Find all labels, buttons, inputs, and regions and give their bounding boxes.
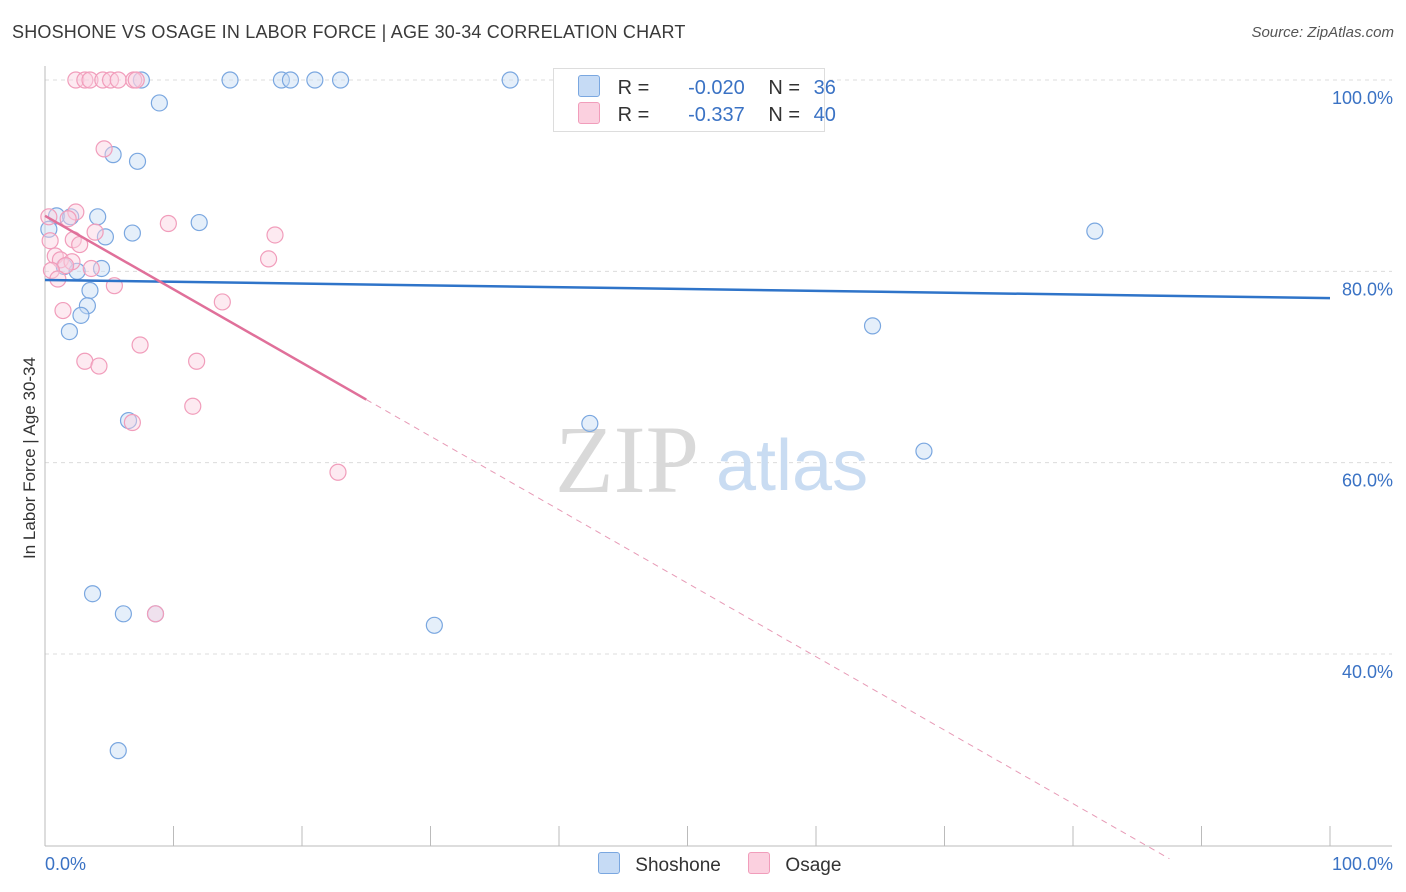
osage-point — [42, 261, 61, 279]
x-tick-label: 0.0% — [45, 854, 86, 874]
osage-point — [123, 413, 141, 432]
osage-point — [188, 352, 206, 370]
osage-point — [67, 71, 85, 89]
shoshone-point — [1086, 222, 1104, 240]
osage-point — [86, 223, 104, 241]
legend-label-osage: Osage — [785, 855, 842, 876]
osage-point — [76, 71, 94, 89]
shoshone-point — [128, 152, 147, 170]
watermark-zip: ZIP — [555, 406, 699, 513]
osage-point — [81, 71, 99, 89]
y-tick-label: 80.0% — [1342, 279, 1393, 299]
shoshone-point — [109, 742, 127, 760]
shoshone-trend-line — [44, 278, 1331, 300]
shoshone-point — [123, 224, 141, 242]
series-legend: Shoshone Osage — [598, 852, 863, 877]
shoshone-point — [281, 71, 300, 89]
stats-legend: R = -0.020 N = 36 R = -0.337 N = 40 — [553, 68, 836, 132]
shoshone-point — [62, 208, 80, 226]
shoshone-point — [863, 317, 882, 335]
shoshone-point — [60, 323, 79, 341]
axes — [44, 66, 1392, 847]
shoshone-point — [114, 605, 132, 623]
r-value: -0.020 — [688, 77, 745, 99]
trend-lines — [44, 214, 1331, 860]
legend-row-shoshone: R = -0.020 N = 36 — [578, 75, 836, 99]
osage-point — [131, 336, 149, 354]
osage-point — [159, 214, 177, 233]
osage-point — [127, 71, 145, 89]
y-tick-label: 40.0% — [1342, 662, 1393, 682]
watermark-atlas: atlas — [716, 426, 868, 506]
osage-point — [184, 397, 202, 415]
shoshone-point — [306, 71, 324, 89]
osage-point — [266, 226, 284, 244]
source-credit: Source: ZipAtlas.com — [1251, 24, 1394, 41]
y-tick-label: 60.0% — [1342, 471, 1393, 491]
shoshone-point — [221, 71, 239, 89]
osage-point — [90, 357, 108, 375]
legend-row-osage: R = -0.337 N = 40 — [578, 102, 836, 126]
osage-point — [59, 210, 77, 228]
shoshone-point — [104, 146, 122, 164]
shoshone-point — [96, 228, 114, 246]
shoshone-point — [915, 442, 933, 460]
osage-point — [213, 293, 231, 311]
n-value: 40 — [813, 104, 836, 126]
shoshone-point — [425, 616, 443, 634]
n-label: N = — [768, 104, 801, 126]
legend-item-shoshone[interactable]: Shoshone — [598, 852, 721, 877]
shoshone-point — [272, 71, 291, 89]
x-tick-label: 100.0% — [1332, 854, 1393, 874]
osage-point — [259, 250, 278, 268]
r-label: R = — [617, 77, 650, 99]
shoshone-swatch — [598, 852, 620, 874]
osage-trend-line — [44, 214, 367, 401]
r-label: R = — [617, 104, 650, 126]
shoshone-point — [581, 414, 599, 433]
legend-label-shoshone: Shoshone — [635, 855, 721, 876]
shoshone-point — [81, 281, 99, 300]
r-value: -0.337 — [688, 104, 745, 126]
chart-title: SHOSHONE VS OSAGE IN LABOR FORCE | AGE 3… — [12, 22, 686, 42]
osage-trend-extension — [366, 399, 1170, 860]
osage-point — [95, 140, 113, 158]
legend-item-osage[interactable]: Osage — [748, 852, 841, 877]
shoshone-point — [78, 297, 97, 315]
shoshone-point — [89, 208, 107, 226]
osage-point — [54, 301, 72, 320]
osage-point — [82, 259, 100, 278]
gridlines — [45, 79, 1392, 655]
osage-swatch — [578, 102, 600, 124]
n-value: 36 — [813, 77, 836, 99]
osage-point — [329, 463, 347, 481]
y-tick-label: 100.0% — [1332, 88, 1393, 108]
shoshone-point — [83, 585, 102, 603]
tick-labels: 40.0% 60.0% 80.0% 100.0% 0.0% 100.0% — [45, 88, 1393, 874]
n-label: N = — [768, 77, 801, 99]
osage-point — [109, 71, 127, 89]
osage-point — [146, 605, 165, 623]
osage-point — [41, 232, 59, 250]
shoshone-point — [331, 71, 350, 89]
shoshone-point — [72, 306, 90, 324]
shoshone-swatch — [578, 75, 600, 97]
osage-swatch — [748, 852, 771, 874]
shoshone-point — [190, 213, 208, 232]
shoshone-point — [150, 94, 168, 112]
watermark: ZIP atlas — [555, 406, 868, 513]
shoshone-point — [501, 71, 519, 89]
